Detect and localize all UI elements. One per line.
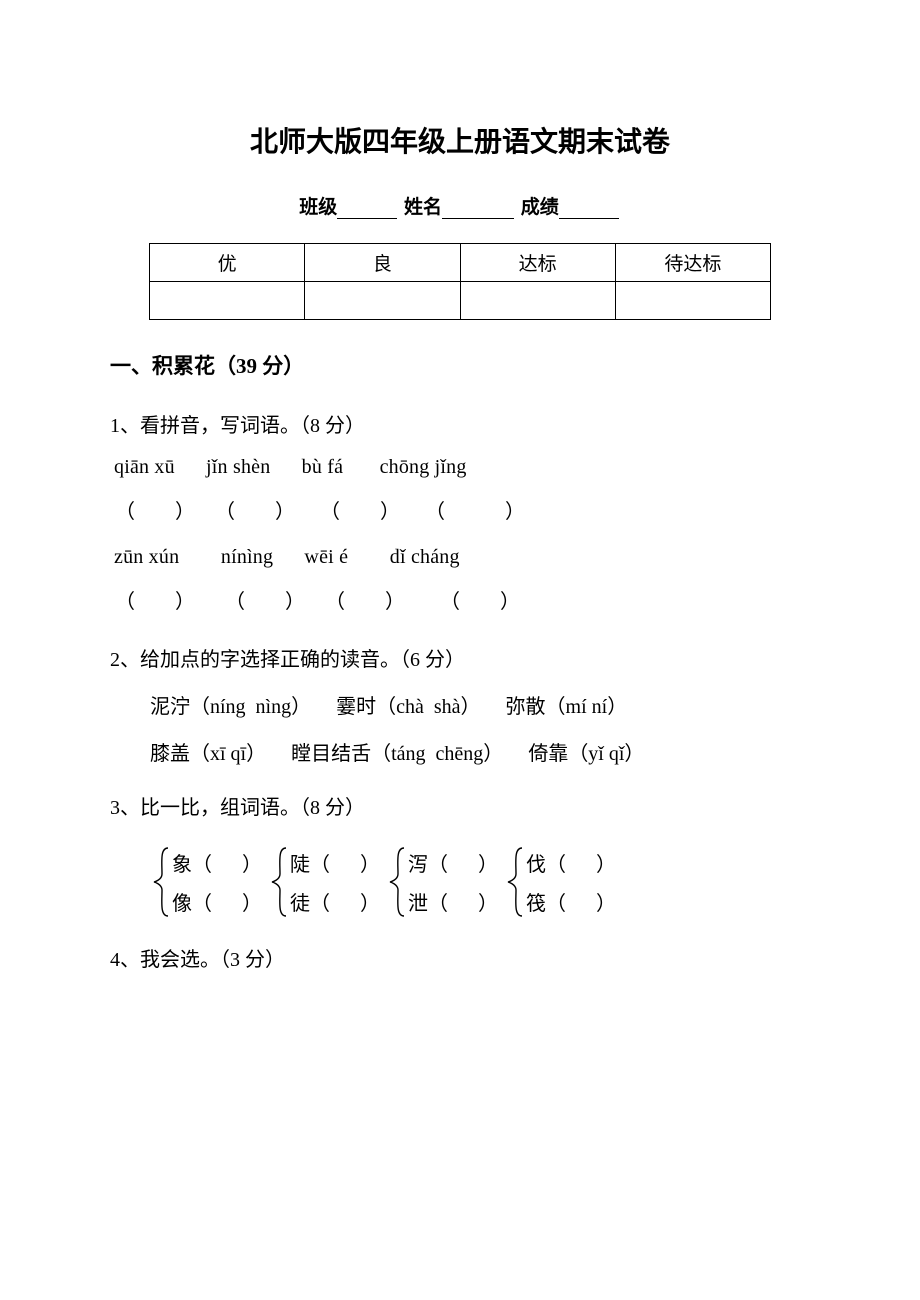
- document-title: 北师大版四年级上册语文期末试卷: [110, 120, 810, 160]
- q2-word: 弥散: [506, 696, 546, 718]
- th-pending: 待达标: [615, 244, 770, 282]
- q2-word: 瞠目结舌: [291, 743, 371, 765]
- score-blank[interactable]: [559, 218, 619, 219]
- q1-text: 1、看拼音，写词语。（8 分）: [110, 402, 810, 450]
- pinyin-item: bù fá: [302, 456, 344, 478]
- cell-pass[interactable]: [460, 282, 615, 320]
- brace-top[interactable]: 伐（ ）: [526, 848, 616, 877]
- q2-text: 2、给加点的字选择正确的读音。（6 分）: [110, 636, 810, 684]
- brace-group: 象（ ） 像（ ）: [150, 846, 262, 918]
- student-info-line: 班级 姓名 成绩: [110, 192, 810, 219]
- brace-top[interactable]: 象（ ）: [172, 848, 262, 877]
- cell-excellent[interactable]: [150, 282, 305, 320]
- q2-word: 膝盖: [150, 743, 190, 765]
- th-pass: 达标: [460, 244, 615, 282]
- section-1-heading: 一、积累花（39 分）: [110, 350, 810, 380]
- q2-line-2: 膝盖（xī qī） 瞠目结舌（táng chēng） 倚靠（yǐ qǐ）: [150, 737, 810, 766]
- score-table: 优 良 达标 待达标: [149, 243, 771, 320]
- q2-pinyin[interactable]: （yǐ qǐ）: [568, 743, 644, 765]
- q1-pinyin-row-1: qiān xū jǐn shèn bù fá chōng jǐng: [114, 456, 810, 479]
- q1-answer-row-2: （ ） （ ） （ ） （ ）: [110, 585, 810, 614]
- answer-blank[interactable]: （ ）: [225, 591, 305, 613]
- q2-line-1: 泥泞（níng nìng） 霎时（chà shà） 弥散（mí ní）: [150, 690, 810, 719]
- brace-bottom[interactable]: 泄（ ）: [408, 887, 498, 916]
- name-blank[interactable]: [442, 218, 514, 219]
- q3-brace-pairs: 象（ ） 像（ ） 陡（ ） 徒（ ） 泻（ ） 泄（ ） 伐（ ） 筏（ ）: [150, 846, 810, 918]
- q2-pinyin[interactable]: （táng chēng）: [371, 743, 503, 765]
- answer-blank[interactable]: （ ）: [440, 591, 520, 613]
- answer-blank[interactable]: （ ）: [320, 501, 400, 523]
- brace-group: 陡（ ） 徒（ ）: [268, 846, 380, 918]
- answer-blank[interactable]: （ ）: [325, 591, 405, 613]
- q2-word: 泥泞: [150, 696, 190, 718]
- table-row: 优 良 达标 待达标: [150, 244, 771, 282]
- cell-pending[interactable]: [615, 282, 770, 320]
- pinyin-item: dǐ cháng: [390, 546, 460, 568]
- answer-blank[interactable]: （ ）: [425, 501, 525, 523]
- q2-pinyin[interactable]: （chà shà）: [376, 696, 480, 718]
- brace-icon: [150, 846, 172, 918]
- brace-icon: [504, 846, 526, 918]
- brace-top[interactable]: 陡（ ）: [290, 848, 380, 877]
- answer-blank[interactable]: （ ）: [115, 591, 195, 613]
- pinyin-item: qiān xū: [114, 456, 175, 478]
- q2-pinyin[interactable]: （xī qī）: [190, 743, 266, 765]
- q1-pinyin-row-2: zūn xún nínìng wēi é dǐ cháng: [114, 546, 810, 569]
- pinyin-item: zūn xún: [114, 546, 179, 568]
- class-label: 班级: [299, 197, 337, 218]
- th-good: 良: [305, 244, 460, 282]
- brace-top[interactable]: 泻（ ）: [408, 848, 498, 877]
- pinyin-item: chōng jǐng: [380, 456, 467, 478]
- brace-bottom[interactable]: 像（ ）: [172, 887, 262, 916]
- pinyin-item: wēi é: [304, 546, 348, 568]
- cell-good[interactable]: [305, 282, 460, 320]
- q2-pinyin[interactable]: （mí ní）: [546, 696, 628, 718]
- pinyin-item: nínìng: [221, 546, 273, 568]
- brace-bottom[interactable]: 徒（ ）: [290, 887, 380, 916]
- q3-text: 3、比一比，组词语。（8 分）: [110, 784, 810, 832]
- brace-group: 伐（ ） 筏（ ）: [504, 846, 616, 918]
- pinyin-item: jǐn shèn: [206, 456, 270, 478]
- answer-blank[interactable]: （ ）: [115, 501, 195, 523]
- brace-bottom[interactable]: 筏（ ）: [526, 887, 616, 916]
- q2-word: 霎时: [336, 696, 376, 718]
- th-excellent: 优: [150, 244, 305, 282]
- score-label: 成绩: [521, 197, 559, 218]
- brace-icon: [386, 846, 408, 918]
- q4-text: 4、我会选。（3 分）: [110, 936, 810, 984]
- q2-pinyin[interactable]: （níng nìng）: [190, 696, 311, 718]
- table-row: [150, 282, 771, 320]
- q2-word: 倚靠: [528, 743, 568, 765]
- class-blank[interactable]: [337, 218, 397, 219]
- answer-blank[interactable]: （ ）: [215, 501, 295, 523]
- brace-group: 泻（ ） 泄（ ）: [386, 846, 498, 918]
- q1-answer-row-1: （ ） （ ） （ ） （ ）: [110, 495, 810, 524]
- name-label: 姓名: [404, 197, 442, 218]
- brace-icon: [268, 846, 290, 918]
